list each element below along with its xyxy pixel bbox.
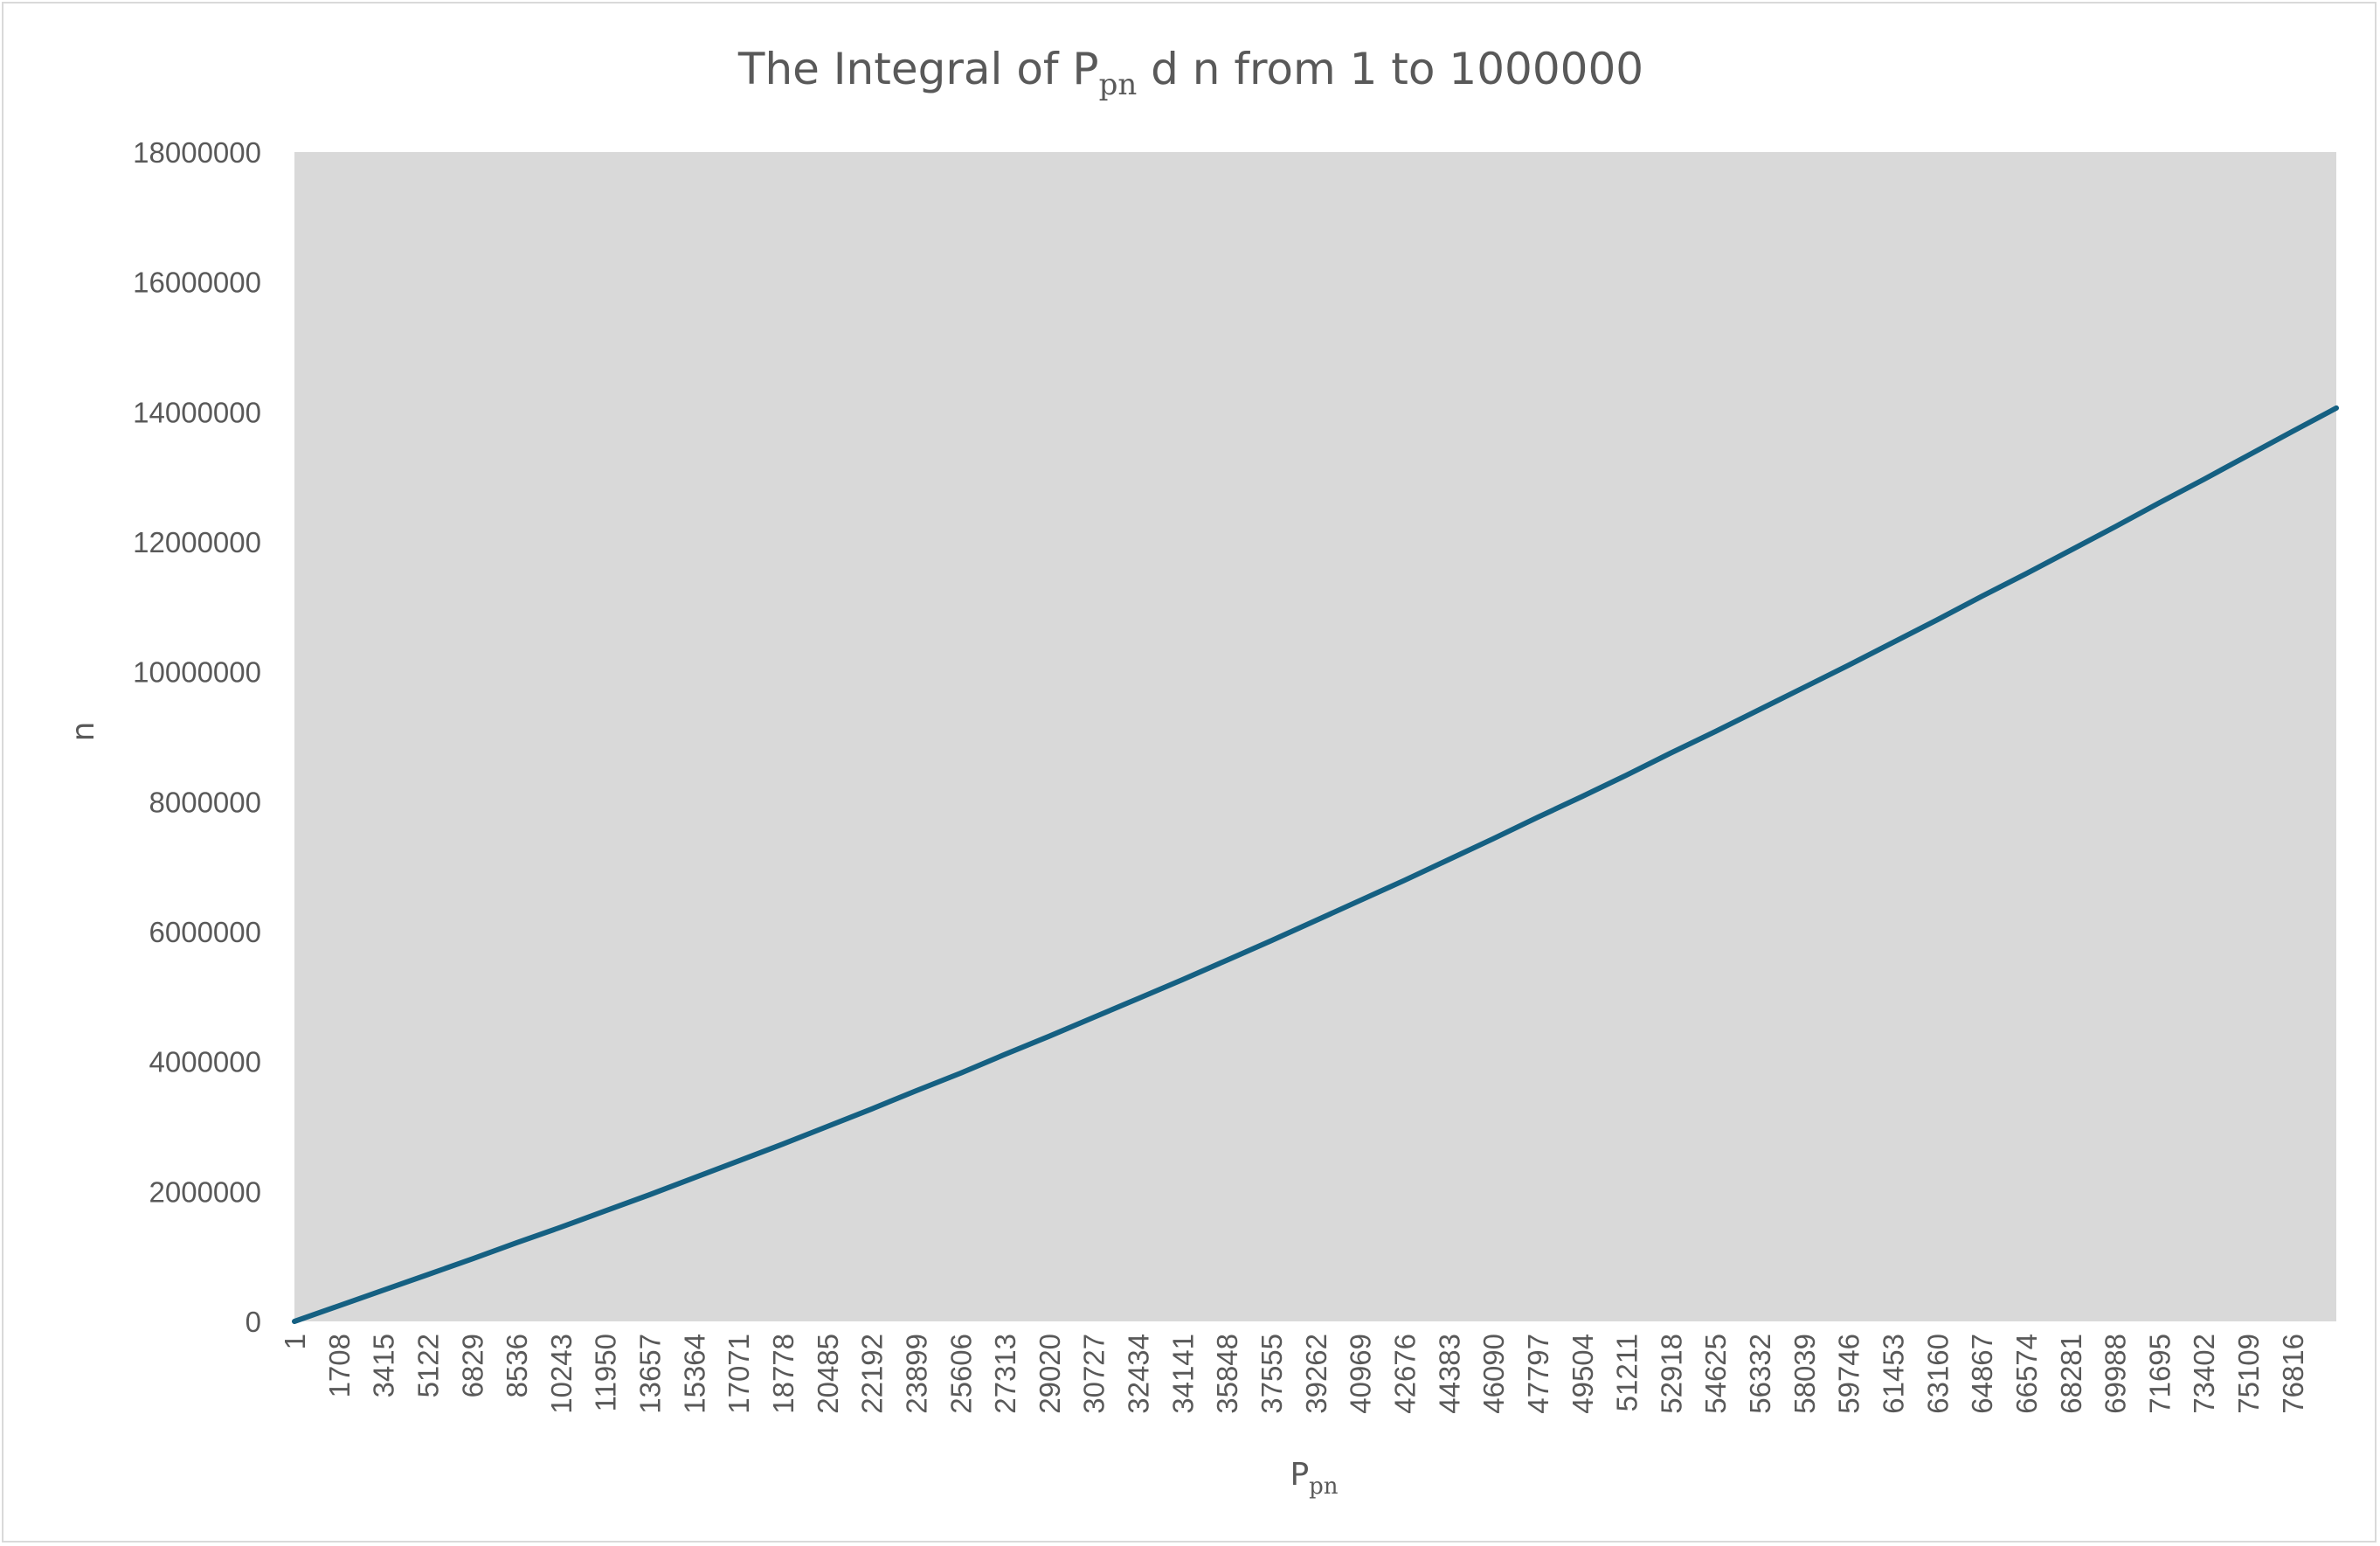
y-tick-label: 8000000 [149, 786, 261, 818]
x-tick-label: 46090 [1477, 1334, 1510, 1414]
y-tick-label: 10000000 [133, 656, 261, 689]
x-tick-label: 25606 [944, 1334, 977, 1414]
x-tick-label: 66574 [2010, 1334, 2043, 1414]
x-tick-label: 8536 [501, 1334, 533, 1397]
x-tick-label: 75109 [2232, 1334, 2265, 1414]
x-tick-label: 49504 [1567, 1334, 1599, 1414]
x-tick-label: 27313 [989, 1334, 1021, 1414]
x-tick-label: 59746 [1833, 1334, 1865, 1414]
x-tick-label: 11950 [590, 1334, 622, 1411]
x-tick-label: 63160 [1921, 1334, 1954, 1414]
x-tick-label: 13657 [634, 1334, 667, 1414]
x-tick-label: 1708 [323, 1334, 356, 1397]
x-axis-title-main: P [1290, 1457, 1309, 1493]
y-tick-label: 18000000 [133, 136, 261, 169]
line-chart: The Integral of Ppn d n from 1 to 100000… [66, 44, 2339, 1500]
x-tick-label: 32434 [1123, 1334, 1155, 1414]
x-tick-label: 3415 [368, 1334, 400, 1397]
x-tick-label: 42676 [1388, 1334, 1421, 1414]
x-tick-label: 6829 [456, 1334, 488, 1397]
x-tick-label: 10243 [545, 1334, 578, 1414]
y-tick-label: 14000000 [133, 396, 261, 428]
y-axis-title: n [66, 722, 101, 742]
x-tick-label: 30727 [1078, 1334, 1110, 1414]
chart-title: The Integral of Ppn d n from 1 to 100000… [737, 44, 1643, 102]
x-tick-label: 54625 [1699, 1334, 1732, 1414]
y-axis-ticks: 0 2000000 4000000 6000000 8000000 10000000 120… [133, 136, 261, 1338]
x-tick-label: 20485 [812, 1334, 844, 1414]
x-tick-label: 61453 [1877, 1334, 1909, 1414]
y-tick-label: 6000000 [149, 916, 261, 948]
x-tick-label: 76816 [2277, 1334, 2309, 1414]
x-tick-label: 51211 [1611, 1334, 1643, 1411]
x-tick-label: 18778 [767, 1334, 799, 1414]
x-tick-label: 52918 [1655, 1334, 1687, 1414]
x-axis-ticks: 1 1708 3415 5122 6829 8536 10243 11950 13657 1536… [279, 1334, 2309, 1414]
y-tick-label: 16000000 [133, 267, 261, 299]
x-tick-label: 39262 [1300, 1334, 1332, 1414]
x-tick-label: 40969 [1345, 1334, 1377, 1414]
x-tick-label: 37555 [1256, 1334, 1288, 1414]
x-tick-label: 29020 [1034, 1334, 1066, 1414]
y-tick-label: 4000000 [149, 1046, 261, 1078]
x-tick-label: 35848 [1211, 1334, 1243, 1414]
x-tick-label: 73402 [2188, 1334, 2220, 1414]
x-tick-label: 17071 [723, 1334, 755, 1414]
x-tick-label: 1 [279, 1334, 311, 1349]
x-tick-label: 71695 [2143, 1334, 2176, 1414]
x-tick-label: 22192 [856, 1334, 889, 1414]
x-tick-label: 68281 [2055, 1334, 2087, 1414]
chart-title-main: The Integral of P [737, 44, 1099, 94]
series-line [292, 405, 2339, 1324]
x-tick-label: 58039 [1788, 1334, 1821, 1414]
y-tick-label: 0 [246, 1306, 261, 1338]
x-tick-label: 15364 [678, 1334, 710, 1414]
x-tick-label: 44383 [1433, 1334, 1465, 1414]
x-tick-label: 56332 [1744, 1334, 1776, 1414]
chart-title-subscript: pn [1099, 67, 1138, 102]
y-tick-label: 12000000 [133, 526, 261, 558]
x-tick-label: 5122 [412, 1334, 444, 1397]
x-tick-label: 47797 [1522, 1334, 1554, 1414]
x-axis-title: Ppn [1290, 1457, 1338, 1500]
y-tick-label: 2000000 [149, 1175, 261, 1208]
plot-area [294, 152, 2336, 1321]
x-axis-title-subscript: pn [1309, 1473, 1339, 1500]
x-tick-label: 69988 [2100, 1334, 2132, 1414]
x-tick-label: 23899 [900, 1334, 932, 1414]
x-tick-label: 64867 [1966, 1334, 1998, 1414]
chart-title-rest: d n from 1 to 1000000 [1137, 44, 1643, 94]
x-tick-label: 34141 [1166, 1334, 1199, 1414]
